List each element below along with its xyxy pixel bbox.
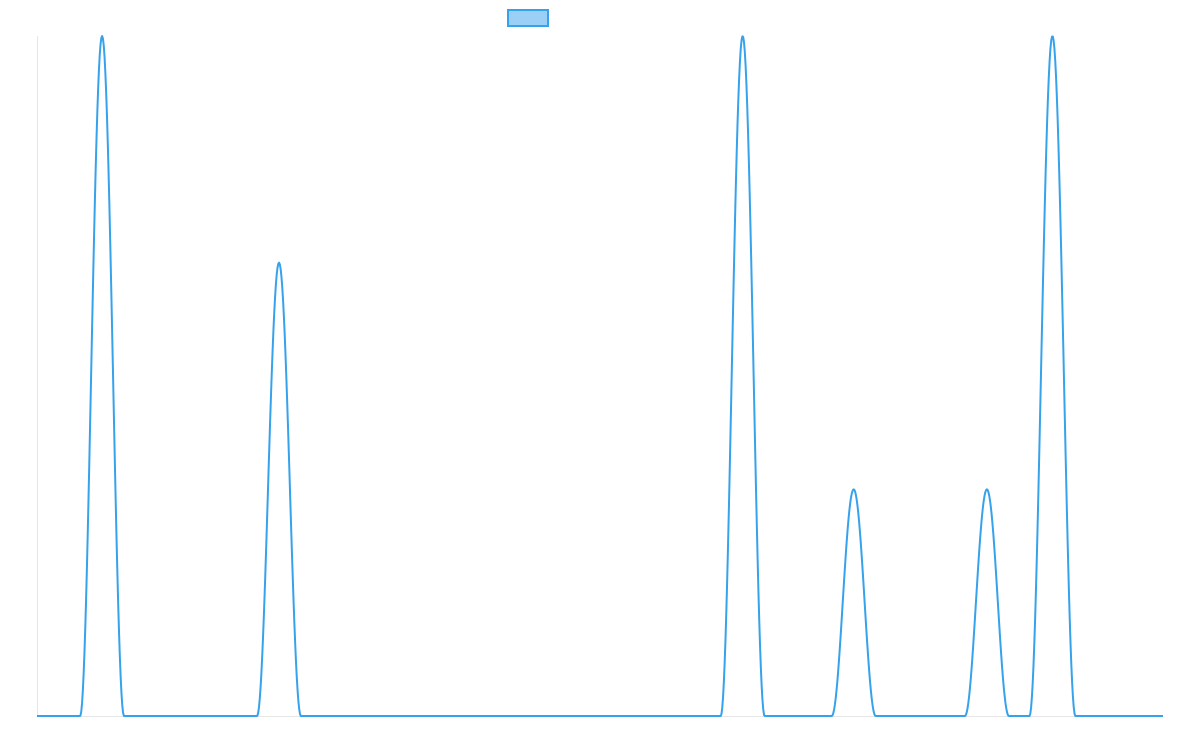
series-layer bbox=[36, 33, 1164, 717]
peak-point-5[interactable] bbox=[984, 486, 990, 492]
legend[interactable] bbox=[507, 9, 549, 27]
peak-point-6[interactable] bbox=[1049, 33, 1055, 39]
legend-swatch[interactable] bbox=[507, 9, 549, 27]
peak-point-4[interactable] bbox=[851, 486, 857, 492]
peak-point-2[interactable] bbox=[276, 260, 282, 266]
peak-point-3[interactable] bbox=[740, 33, 746, 39]
series-line[interactable] bbox=[36, 35, 1164, 717]
peak-point-1[interactable] bbox=[99, 33, 105, 39]
